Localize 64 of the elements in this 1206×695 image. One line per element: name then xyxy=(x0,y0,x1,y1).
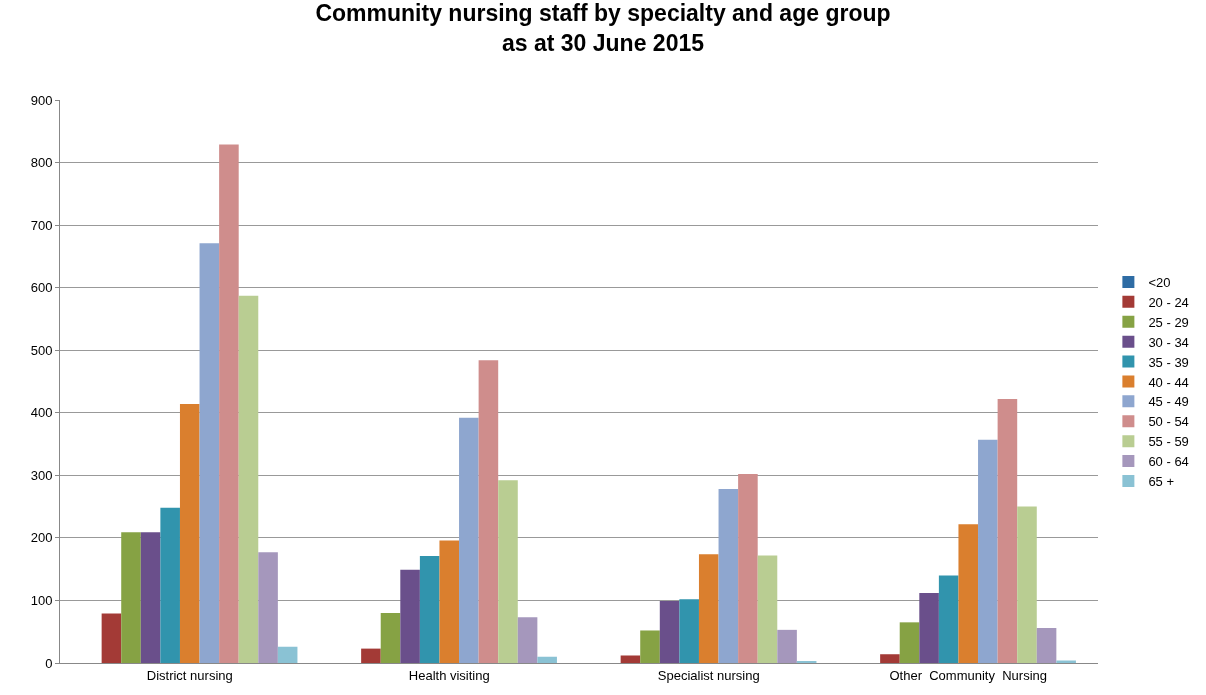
x-tick-label: Specialist nursing xyxy=(657,667,760,683)
y-tick-label: 300 xyxy=(30,467,53,483)
bar xyxy=(1017,506,1037,663)
bar xyxy=(199,243,220,663)
legend-label: 35 - 39 xyxy=(1148,354,1189,370)
bar xyxy=(219,144,239,663)
bar xyxy=(419,556,440,663)
bar xyxy=(498,480,518,663)
bar xyxy=(899,622,920,663)
legend-label: <20 xyxy=(1148,275,1171,291)
bar xyxy=(517,617,538,663)
bar xyxy=(698,554,719,663)
bar xyxy=(757,555,778,663)
bar xyxy=(978,439,998,663)
bar xyxy=(738,474,758,663)
bar xyxy=(537,656,557,663)
bar xyxy=(718,489,739,663)
bar xyxy=(277,646,298,663)
bar xyxy=(179,404,200,663)
legend-label: 45 - 49 xyxy=(1148,394,1189,410)
y-tick-label: 800 xyxy=(30,155,53,171)
bar xyxy=(361,648,381,663)
bar xyxy=(380,612,401,663)
bar xyxy=(160,507,180,663)
bar xyxy=(258,552,278,663)
bar xyxy=(777,629,797,663)
y-tick-label: 900 xyxy=(30,92,53,108)
bar xyxy=(121,532,141,663)
bar xyxy=(1036,627,1057,663)
y-tick-label: 700 xyxy=(30,217,53,233)
legend-label: 20 - 24 xyxy=(1148,294,1189,310)
chart-title: Community nursing staff by specialty and age group as at 30 June 2015 xyxy=(315,0,891,56)
y-tick-label: 600 xyxy=(30,280,53,296)
legend-label: 60 - 64 xyxy=(1148,454,1189,470)
legend-label: 25 - 29 xyxy=(1148,314,1189,330)
bar xyxy=(679,599,699,663)
bar xyxy=(640,630,660,663)
bar xyxy=(938,575,959,663)
bar xyxy=(459,417,479,663)
y-tick-label: 200 xyxy=(30,530,53,546)
legend-label: 40 - 44 xyxy=(1148,374,1189,390)
bar xyxy=(140,532,161,663)
x-tick-label: Other Community Nursing xyxy=(889,667,1047,683)
legend-label: 65 + xyxy=(1148,474,1175,490)
bar xyxy=(919,592,939,663)
y-tick-label: 400 xyxy=(30,405,53,421)
bar xyxy=(997,399,1018,663)
bar xyxy=(101,613,122,663)
bar xyxy=(659,601,680,663)
bar xyxy=(238,295,259,663)
y-tick-label: 500 xyxy=(30,342,53,358)
y-tick-label: 100 xyxy=(30,592,53,608)
legend-label: 55 - 59 xyxy=(1148,434,1189,450)
legend-label: 50 - 54 xyxy=(1148,414,1189,430)
bar xyxy=(958,524,979,663)
y-tick-label: 0 xyxy=(45,655,53,671)
bar xyxy=(400,569,420,663)
legend-label: 30 - 34 xyxy=(1148,334,1189,350)
x-tick-label: District nursing xyxy=(146,667,233,683)
x-tick-label: Health visiting xyxy=(408,667,490,683)
bar xyxy=(620,655,641,663)
bar xyxy=(439,540,460,663)
bar xyxy=(880,654,900,663)
bar xyxy=(478,360,499,663)
